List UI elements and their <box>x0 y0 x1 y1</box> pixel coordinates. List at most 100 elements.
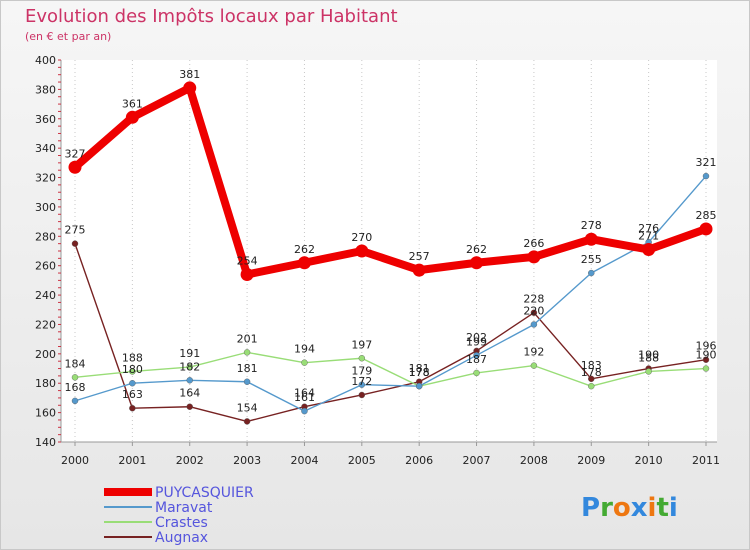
label-maravat-2011: 321 <box>696 156 717 169</box>
point-puycasquier-2007 <box>470 256 484 270</box>
x-tick-2002: 2002 <box>176 454 204 467</box>
legend-label-maravat: Maravat <box>155 500 213 516</box>
point-maravat-2006 <box>415 382 423 390</box>
point-puycasquier-2004 <box>297 256 311 270</box>
label-puycasquier-2000: 327 <box>65 147 86 160</box>
point-maravat-2000 <box>71 397 79 405</box>
legend-label-puycasquier: PUYCASQUIER <box>155 485 254 501</box>
label-crastes-2000: 184 <box>65 357 86 370</box>
point-augnax-2008 <box>530 309 538 316</box>
point-crastes-2001 <box>129 368 136 375</box>
label-augnax-2010: 190 <box>638 349 659 362</box>
series-layer <box>68 81 713 425</box>
data-labels: 327 361 381 254 262 270 257 262 266 278 271 285 168 1… <box>65 68 717 415</box>
y-tick-380: 380 <box>35 83 56 96</box>
point-maravat-2009 <box>588 269 595 277</box>
point-augnax-2003 <box>243 418 251 425</box>
label-crastes-2007: 187 <box>466 353 487 366</box>
label-augnax-2011: 196 <box>696 340 717 353</box>
label-puycasquier-2005: 270 <box>351 231 372 244</box>
legend-label-augnax: Augnax <box>155 530 208 546</box>
label-puycasquier-2008: 266 <box>523 237 544 250</box>
label-crastes-2002: 191 <box>179 347 200 360</box>
y-tick-340: 340 <box>35 142 56 155</box>
point-maravat-2011 <box>702 172 710 180</box>
label-puycasquier-2009: 278 <box>581 219 602 232</box>
proxiti-logo: Proxiti <box>581 493 678 523</box>
x-tick-2005: 2005 <box>348 454 376 467</box>
point-puycasquier-2009 <box>584 232 598 246</box>
x-axis-ticks: 2000 2001 2002 2003 2004 2005 2006 2007 2008 2009… <box>61 442 720 467</box>
label-crastes-2005: 197 <box>351 338 372 351</box>
y-tick-180: 180 <box>35 377 56 390</box>
point-crastes-2010 <box>645 368 652 375</box>
label-augnax-2007: 202 <box>466 331 487 344</box>
point-puycasquier-2002 <box>183 81 197 95</box>
label-maravat-2007: 199 <box>466 335 487 348</box>
label-puycasquier-2004: 262 <box>294 243 315 256</box>
label-puycasquier-2002: 381 <box>179 68 200 81</box>
label-crastes-2001: 188 <box>122 351 143 364</box>
point-crastes-2002 <box>186 363 193 371</box>
label-maravat-2002: 182 <box>179 360 200 373</box>
point-maravat-2007 <box>473 352 480 359</box>
label-crastes-2010: 188 <box>638 351 659 364</box>
label-maravat-2009: 255 <box>581 253 602 266</box>
label-crastes-2011: 190 <box>696 349 717 362</box>
point-augnax-2000 <box>71 240 79 247</box>
point-puycasquier-2003 <box>240 268 254 282</box>
point-puycasquier-2010 <box>642 243 656 257</box>
y-tick-140: 140 <box>35 436 56 449</box>
point-puycasquier-2000 <box>68 160 82 174</box>
label-maravat-2008: 220 <box>523 304 544 317</box>
point-augnax-2009 <box>588 375 595 383</box>
label-maravat-2001: 180 <box>122 363 143 376</box>
point-augnax-2011 <box>702 356 710 363</box>
label-maravat-2006: 178 <box>409 366 430 379</box>
point-crastes-2000 <box>71 374 79 381</box>
label-crastes-2003: 201 <box>237 332 258 345</box>
label-augnax-2004: 164 <box>294 387 315 400</box>
label-maravat-2005: 179 <box>351 365 372 378</box>
point-maravat-2002 <box>186 377 193 384</box>
label-puycasquier-2006: 257 <box>409 250 430 263</box>
label-maravat-2003: 181 <box>237 362 258 375</box>
point-augnax-2005 <box>358 391 366 399</box>
point-augnax-2001 <box>129 405 136 412</box>
axes <box>58 59 717 443</box>
label-puycasquier-2001: 361 <box>122 97 143 110</box>
x-tick-2011: 2011 <box>692 454 720 467</box>
point-maravat-2001 <box>129 380 136 387</box>
x-tick-2009: 2009 <box>577 454 605 467</box>
point-maravat-2005 <box>358 381 366 388</box>
point-crastes-2005 <box>358 355 366 362</box>
point-puycasquier-2006 <box>412 263 426 277</box>
series-line-crastes <box>74 351 707 387</box>
x-tick-2001: 2001 <box>118 454 146 467</box>
y-tick-240: 240 <box>35 289 56 302</box>
point-puycasquier-2008 <box>527 250 541 264</box>
point-crastes-2007 <box>473 369 480 377</box>
label-augnax-2002: 164 <box>179 387 200 400</box>
y-tick-320: 320 <box>35 172 56 185</box>
label-augnax-2009: 183 <box>581 359 602 372</box>
y-axis-ticks: 140 160 180 200 220 240 260 280 300 320 340 360 380 4… <box>35 54 56 449</box>
label-augnax-2006: 181 <box>409 362 430 375</box>
point-crastes-2003 <box>243 349 251 356</box>
label-crastes-2004: 194 <box>294 343 315 356</box>
point-maravat-2004 <box>301 407 308 415</box>
point-maravat-2003 <box>243 378 251 385</box>
x-tick-2000: 2000 <box>61 454 89 467</box>
label-augnax-2000: 275 <box>65 224 86 237</box>
point-crastes-2011 <box>702 365 710 372</box>
label-maravat-2004: 161 <box>294 391 315 404</box>
chart-subtitle: (en € et par an) <box>25 30 111 43</box>
label-augnax-2005: 172 <box>351 375 372 388</box>
legend-label-crastes: Crastes <box>155 515 208 531</box>
point-augnax-2002 <box>186 403 193 410</box>
y-tick-360: 360 <box>35 113 56 126</box>
label-maravat-2010: 276 <box>638 222 659 235</box>
y-tick-260: 260 <box>35 260 56 273</box>
